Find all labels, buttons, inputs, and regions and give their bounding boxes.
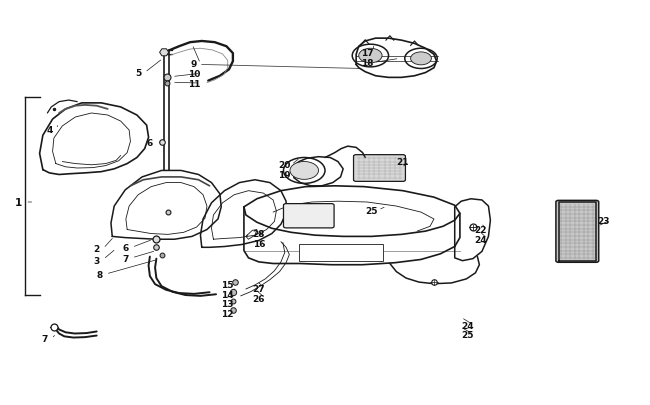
Text: 1: 1: [15, 198, 23, 207]
Text: 23: 23: [597, 216, 610, 225]
Text: 5: 5: [136, 69, 142, 78]
Text: 19: 19: [278, 171, 291, 179]
Bar: [299, 245, 384, 261]
Text: 15: 15: [222, 280, 234, 289]
Text: 12: 12: [222, 309, 234, 318]
Text: 7: 7: [122, 254, 129, 264]
Text: 6: 6: [122, 243, 128, 252]
Circle shape: [359, 49, 382, 64]
Text: 21: 21: [396, 158, 409, 166]
Text: 27: 27: [253, 285, 265, 294]
Text: 13: 13: [222, 300, 234, 309]
Polygon shape: [160, 50, 169, 57]
FancyBboxPatch shape: [556, 201, 599, 262]
Text: 6: 6: [147, 138, 153, 147]
Text: 28: 28: [253, 230, 265, 239]
Text: 14: 14: [222, 290, 234, 299]
Text: 7: 7: [42, 335, 48, 343]
Circle shape: [290, 162, 318, 180]
Text: 4: 4: [46, 126, 53, 134]
Text: 24: 24: [462, 321, 474, 330]
Text: 18: 18: [361, 59, 373, 68]
Text: 9: 9: [191, 60, 197, 69]
Text: 3: 3: [94, 256, 100, 266]
Text: 25: 25: [462, 330, 474, 339]
Text: 24: 24: [474, 235, 487, 244]
Text: 25: 25: [365, 206, 378, 215]
Text: 2: 2: [94, 245, 100, 254]
Text: 20: 20: [279, 161, 291, 170]
Text: 11: 11: [188, 79, 200, 88]
FancyBboxPatch shape: [354, 155, 406, 182]
Text: 16: 16: [253, 239, 265, 248]
Text: 26: 26: [253, 294, 265, 303]
Text: 10: 10: [188, 70, 200, 79]
Text: 22: 22: [474, 226, 487, 234]
Text: 17: 17: [361, 49, 374, 58]
Circle shape: [411, 53, 432, 66]
FancyBboxPatch shape: [283, 204, 334, 228]
Text: 8: 8: [97, 270, 103, 279]
